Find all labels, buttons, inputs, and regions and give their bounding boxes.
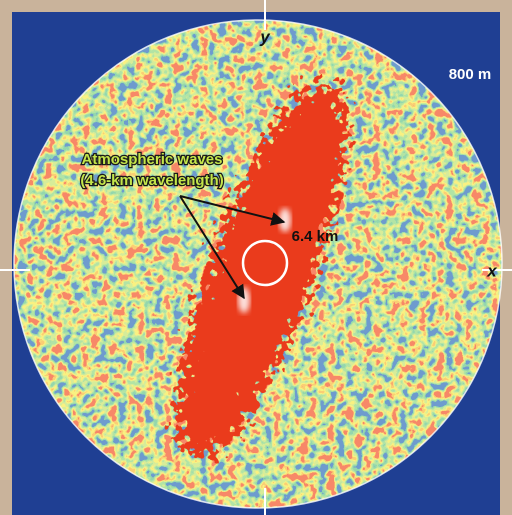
- x-axis-label: x: [486, 261, 498, 280]
- wave-highlight: [279, 208, 291, 232]
- circle-label: 6.4 km: [292, 228, 339, 245]
- y-axis-label: y: [259, 27, 271, 46]
- annotation-line: (4.6-km wavelength): [80, 172, 223, 189]
- page: {"figure": { "y_axis_label": "y", "x_axi…: [0, 0, 512, 515]
- scale-label: 800 m: [449, 66, 492, 83]
- annotation-line: Atmospheric waves: [82, 151, 223, 168]
- figure: y x 800 m Atmospheric waves (4.6-km wave…: [0, 0, 512, 515]
